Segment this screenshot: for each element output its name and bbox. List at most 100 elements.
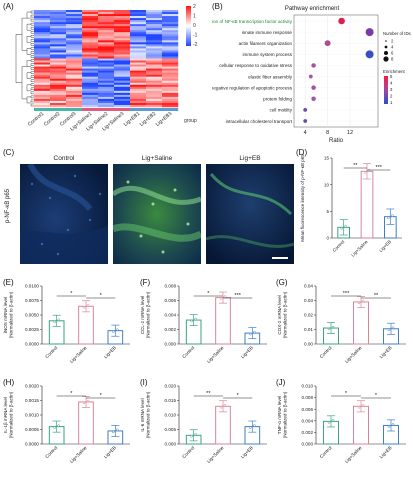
color-legend-tick: 3 xyxy=(390,87,393,92)
data-point xyxy=(361,299,365,303)
data-point xyxy=(331,325,335,329)
x-tick-label: Control xyxy=(319,445,333,459)
sample-label: Lig+EB3 xyxy=(155,111,174,128)
y-axis-label: Mean fluorescence intensity of p-NF-κB p… xyxy=(300,154,305,242)
micrograph-control xyxy=(20,164,108,264)
enrichment-dot xyxy=(303,119,308,123)
y-tick-label: 0.0100 xyxy=(25,284,39,289)
enrichment-dot xyxy=(338,17,345,25)
size-legend-dot xyxy=(384,45,388,49)
x-tick-label: Lig+EB xyxy=(378,239,392,253)
bar xyxy=(215,297,231,345)
y-tick-label: 5 xyxy=(326,209,329,214)
y-tick-label: 0.010 xyxy=(165,413,177,418)
y-tick-label: 0.0000 xyxy=(25,442,39,447)
data-point xyxy=(86,304,90,307)
sample-label: Lig+EB1 xyxy=(123,111,142,128)
y-tick-label: 0.0000 xyxy=(25,342,39,347)
data-point xyxy=(387,328,391,332)
y-tick-label: 0.0075 xyxy=(25,298,39,303)
data-point xyxy=(57,318,60,322)
y-tick-label: 0.000 xyxy=(165,442,177,447)
x-tick-label: Lig+EB xyxy=(103,445,117,459)
data-point xyxy=(53,426,56,429)
panel-label-c: (C) xyxy=(3,148,15,157)
data-point xyxy=(223,404,227,407)
pathway-label: elastic fiber assembly xyxy=(248,74,293,79)
x-tick-label: Lig+Saline xyxy=(206,445,225,464)
y-axis-label: COX-2 mRNA level xyxy=(277,295,282,334)
data-point xyxy=(363,171,367,174)
data-point xyxy=(194,433,197,436)
y-tick-label: 0.002 xyxy=(302,430,314,435)
heatmap-legend-tick: 0 xyxy=(193,23,196,29)
enrichment-dot xyxy=(303,107,308,112)
x-tick-label: Lig+Saline xyxy=(350,239,369,258)
significance-label: * xyxy=(237,393,240,399)
chart-i-il6: 0.000 0.005 0.010 0.015 0.020 IL-6 mRNA level… xyxy=(140,384,267,464)
data-point xyxy=(112,330,115,333)
micrograph-lig-eb xyxy=(206,164,294,264)
y-tick-label: 0.0050 xyxy=(25,313,39,318)
y-tick-label: 0.010 xyxy=(302,384,314,389)
data-point xyxy=(249,332,252,336)
data-point xyxy=(391,326,395,330)
x-tick-label: Lig+EB xyxy=(103,345,117,359)
data-point xyxy=(357,406,361,409)
enrichment-dot xyxy=(311,85,316,90)
pathway-label: cellular response to oxidative stress xyxy=(219,63,292,68)
color-legend-tick: 2 xyxy=(390,94,393,99)
y-tick-label: 0.0025 xyxy=(25,327,39,332)
data-point xyxy=(86,399,90,403)
y-tick-label: 0.004 xyxy=(165,313,177,318)
panel-label-g: (G) xyxy=(276,278,288,287)
significance-label: ** xyxy=(374,293,379,299)
size-legend-dot xyxy=(384,51,388,55)
x-tick-label: Control xyxy=(44,445,58,459)
y-tick-label: 0.002 xyxy=(165,327,177,332)
data-point xyxy=(116,428,119,432)
x-tick-label: Lig+Saline xyxy=(206,345,225,364)
y-tick-label: 0.01 xyxy=(304,327,313,332)
y-tick-label: 0.015 xyxy=(165,398,177,403)
pathway-label: positive regulation of NF-κB transcripti… xyxy=(212,19,293,24)
sample-labels: Control1Control2Control3Lig+Saline1Lig+S… xyxy=(27,111,174,133)
data-point xyxy=(340,227,343,230)
panel-label-i: (I) xyxy=(140,378,148,387)
data-point xyxy=(361,404,365,407)
y-tick-label: 0.000 xyxy=(165,342,177,347)
y-axis-label-sub: (Normalized to β-actin) xyxy=(9,291,14,338)
x-tick-label: Lig+Saline xyxy=(69,345,88,364)
y-axis-label: iNOS mRNA level xyxy=(3,297,8,333)
enrichment-dot xyxy=(365,28,374,37)
x-tick-label: Control xyxy=(181,345,195,359)
color-legend-tick: 5 xyxy=(390,74,393,79)
chart-h-il1b: 0.0000 0.0005 0.0010 0.0015 0.0020 IL-1β mRNA… xyxy=(3,384,130,464)
data-point xyxy=(253,424,256,427)
x-tick-label: Lig+EB xyxy=(379,445,393,459)
y-tick-label: 0.02 xyxy=(304,313,313,318)
bar xyxy=(360,170,374,239)
y-tick-label: 0.008 xyxy=(165,284,177,289)
y-axis-label: IL-6 mRNA level xyxy=(140,398,145,431)
data-point xyxy=(391,214,394,217)
row-label: p-NF-κB p65 xyxy=(5,189,11,224)
significance-label: * xyxy=(100,393,103,399)
y-tick-label: 0.0010 xyxy=(25,413,39,418)
significance-label: * xyxy=(70,391,73,397)
data-point xyxy=(190,319,193,323)
pathway-label: cell motility xyxy=(270,108,293,113)
y-tick-label: 0.0015 xyxy=(25,398,39,403)
color-legend-title: Enrichment xyxy=(383,69,406,74)
panel-label-f: (F) xyxy=(140,278,151,287)
heatmap-legend-tick: 1 xyxy=(193,14,196,20)
y-tick-label: 0.0020 xyxy=(25,384,39,389)
y-tick-label: 0.04 xyxy=(304,284,313,289)
significance-label: * xyxy=(345,391,348,397)
x-tick-label: 12 xyxy=(347,130,353,136)
data-point xyxy=(387,216,390,219)
data-point xyxy=(219,406,223,409)
size-legend-title: Number of IDs xyxy=(383,31,411,36)
plot-frame xyxy=(293,14,379,128)
pathway-label: innate immune response xyxy=(242,30,293,35)
